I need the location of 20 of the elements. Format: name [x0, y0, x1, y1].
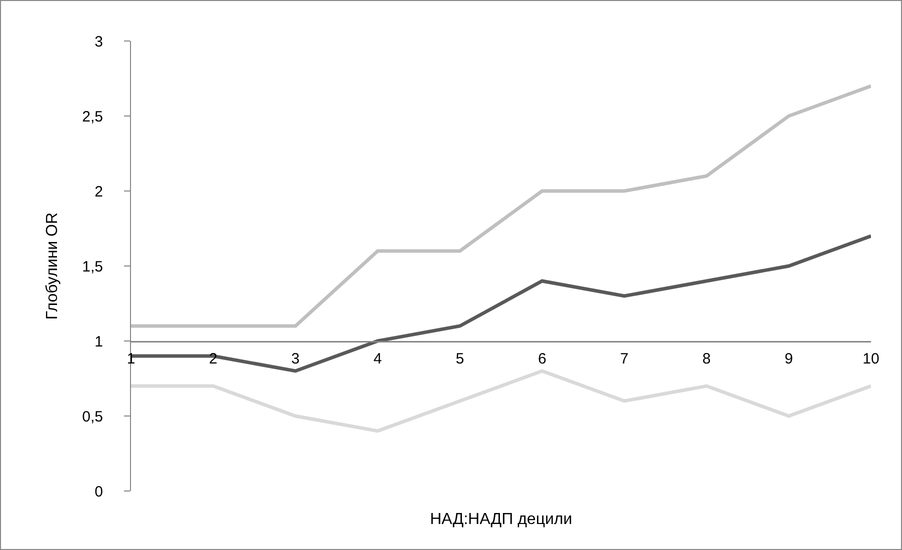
- y-tick-label: 0,5: [82, 408, 103, 426]
- x-tick-label: 3: [291, 350, 300, 368]
- y-axis-title: Глобулини OR: [44, 212, 62, 320]
- y-tick-label: 2,5: [82, 108, 103, 126]
- x-tick-label: 7: [620, 350, 628, 368]
- x-tick-label: 8: [702, 350, 711, 368]
- x-tick-label: 1: [126, 350, 136, 368]
- x-tick-label: 10: [862, 350, 880, 368]
- line-series: [131, 84, 871, 328]
- x-tick-label: 4: [374, 350, 382, 368]
- y-tick-label: 1,5: [82, 258, 103, 276]
- line-series: [131, 369, 871, 433]
- y-tick-label: 0: [94, 483, 103, 500]
- x-tick-label: 5: [456, 350, 464, 368]
- x-tick-label: 9: [784, 350, 793, 368]
- y-tick-label: 2: [94, 183, 103, 200]
- x-axis-title: НАД:НАДП децили: [430, 511, 572, 528]
- x-tick-label: 6: [538, 350, 546, 368]
- y-tick-label: 3: [94, 33, 103, 50]
- y-tick-label: 1: [94, 333, 103, 350]
